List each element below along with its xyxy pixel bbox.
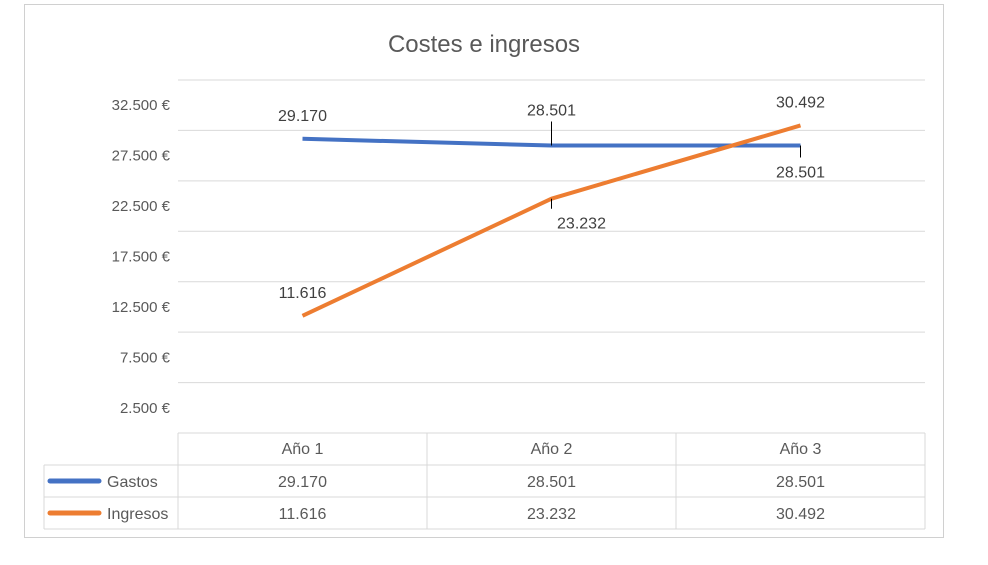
data-label: 28.501 xyxy=(776,165,825,182)
table-cell: 11.616 xyxy=(279,506,327,523)
legend-label: Ingresos xyxy=(107,506,168,523)
data-label: 30.492 xyxy=(776,94,825,111)
x-category-label: Año 1 xyxy=(282,441,324,458)
series-line-ingresos xyxy=(301,123,802,318)
y-tick-label: 2.500 € xyxy=(120,400,171,417)
y-tick-label: 22.500 € xyxy=(112,198,171,215)
data-label: 28.501 xyxy=(527,103,576,120)
y-tick-label: 32.500 € xyxy=(112,97,171,114)
chart-title: Costes e ingresos xyxy=(388,31,580,58)
table-cell: 28.501 xyxy=(527,474,576,491)
x-category-label: Año 2 xyxy=(531,441,573,458)
data-label: 23.232 xyxy=(557,216,606,233)
y-tick-label: 12.500 € xyxy=(112,299,171,316)
table-cell: 29.170 xyxy=(278,474,327,491)
table-cell: 30.492 xyxy=(776,506,825,523)
y-tick-label: 27.500 € xyxy=(112,148,171,165)
data-label: 11.616 xyxy=(279,285,327,302)
data-label: 29.170 xyxy=(278,108,327,125)
table-cell: 28.501 xyxy=(776,474,825,491)
y-tick-label: 17.500 € xyxy=(112,249,171,266)
legend-label: Gastos xyxy=(107,474,158,491)
y-tick-label: 7.500 € xyxy=(120,349,171,366)
table-cell: 23.232 xyxy=(527,506,576,523)
chart-frame xyxy=(24,4,944,538)
x-category-label: Año 3 xyxy=(780,441,822,458)
